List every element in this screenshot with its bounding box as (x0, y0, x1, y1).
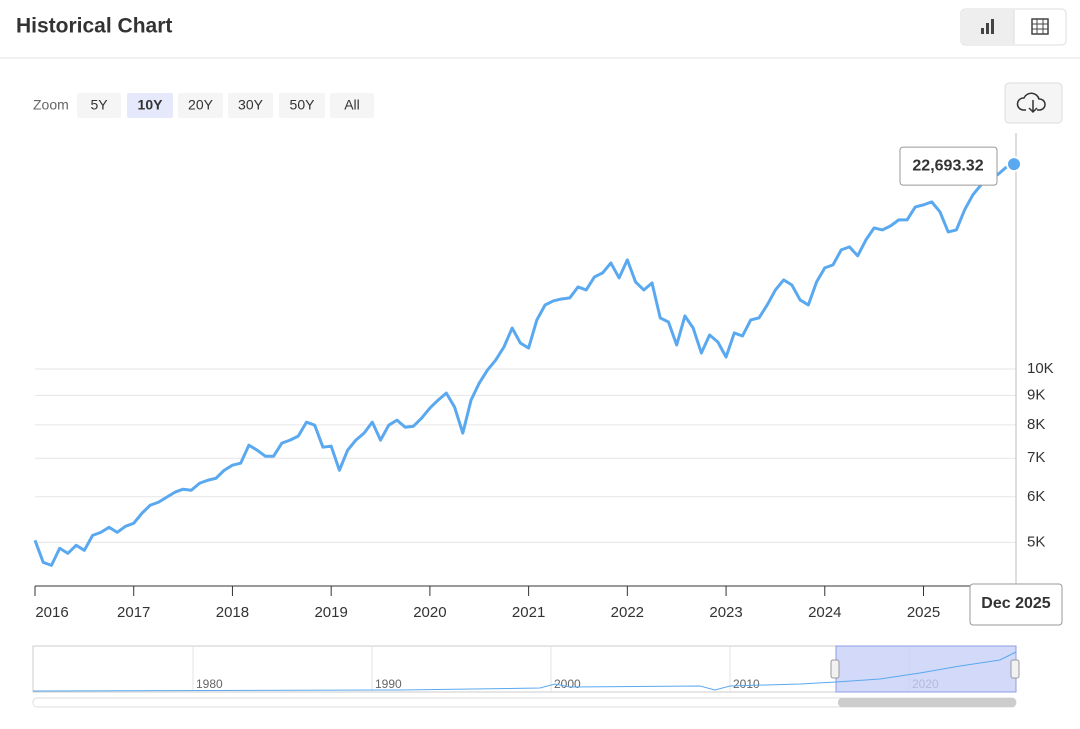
icon (981, 28, 984, 34)
zoom-option: 5Y (90, 97, 108, 113)
navigator-label: 1990 (375, 677, 402, 691)
view-toggle[interactable] (960, 8, 1067, 46)
icon (991, 19, 994, 34)
download-icon (1016, 92, 1046, 114)
date-tooltip (969, 583, 1063, 626)
navigator-label: 2010 (733, 677, 760, 691)
page-title: Historical Chart (16, 15, 172, 38)
icon (1032, 19, 1048, 34)
y-tick-label: 8K (1027, 416, 1045, 433)
header (0, 0, 1080, 58)
navigator-handle[interactable] (1010, 659, 1020, 679)
icon (986, 23, 989, 34)
x-tick-label: 2020 (413, 604, 446, 621)
x-tick-label: 2017 (117, 604, 150, 621)
x-tick-label: 2019 (314, 604, 347, 621)
value-tooltip-label: 22,693.32 (912, 157, 983, 174)
navigator-label: 2000 (554, 677, 581, 691)
y-tick-label: 5K (1027, 533, 1045, 550)
zoom-bar: Zoom 5Y 10Y 20Y 30Y 50Y All (33, 93, 374, 118)
line-series (33, 162, 1015, 567)
zoom-button[interactable] (330, 93, 374, 118)
zoom-option: 50Y (290, 97, 316, 113)
zoom-option: 20Y (188, 97, 214, 113)
zoom-option: All (344, 97, 360, 113)
y-tick-label: 9K (1027, 386, 1045, 403)
hover-point (1006, 156, 1022, 173)
y-tick-label: 10K (1027, 360, 1054, 377)
x-tick-label: 2016 (35, 604, 68, 621)
x-tick-label: 2024 (808, 604, 841, 621)
zoom-button[interactable] (178, 93, 223, 118)
zoom-button[interactable] (77, 93, 121, 118)
zoom-button[interactable] (228, 93, 273, 118)
zoom-button[interactable] (127, 93, 173, 118)
navigator-label: 1980 (196, 677, 223, 691)
navigator-selection[interactable] (835, 645, 1017, 693)
x-tick-label: 2025 (907, 604, 940, 621)
table-view-button[interactable] (1031, 18, 1049, 35)
navigator-handle[interactable] (830, 659, 840, 679)
x-tick-label: 2021 (512, 604, 545, 621)
scrollbar-thumb[interactable] (838, 698, 1016, 707)
navigator-line (32, 651, 1017, 692)
x-tick-label: 2023 (709, 604, 742, 621)
zoom-option: 30Y (238, 97, 264, 113)
y-tick-label: 7K (1027, 449, 1045, 466)
zoom-button[interactable] (279, 93, 325, 118)
date-tooltip-label: Dec 2025 (981, 595, 1050, 612)
zoom-option: 10Y (138, 97, 164, 113)
x-tick-label: 2018 (216, 604, 249, 621)
zoom-label: Zoom (33, 97, 69, 113)
download-button[interactable] (1004, 82, 1063, 124)
y-tick-label: 6K (1027, 488, 1045, 505)
value-tooltip (899, 146, 998, 186)
navigator: 19801990200020102020 (32, 645, 1020, 708)
plot: 5K 6K 7K 8K 9K 10K 2016 2017 2018 2019 2020 2021 202… (33, 133, 1063, 626)
x-tick-label: 2022 (611, 604, 644, 621)
